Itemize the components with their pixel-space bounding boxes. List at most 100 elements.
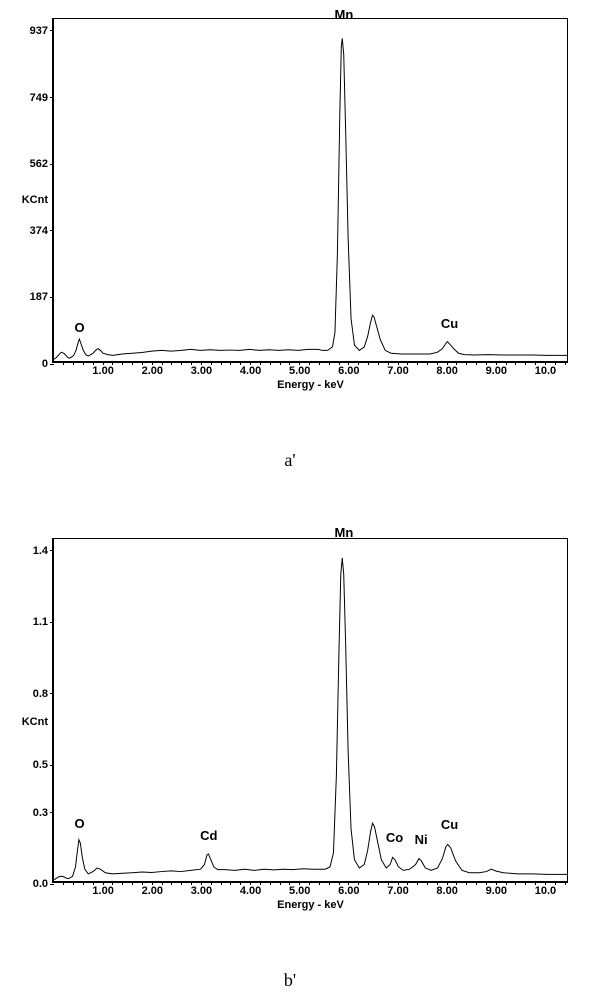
x-tick-label: 5.00: [289, 885, 310, 897]
y-tick: [50, 364, 54, 365]
y-tick: [50, 812, 54, 813]
chart-a-wrapper: 0187374562749937KCnt1.002.003.004.005.00…: [0, 10, 580, 471]
y-tick-label: 374: [30, 225, 48, 237]
x-tick-label: 8.00: [436, 365, 457, 377]
x-tick: [221, 361, 222, 365]
x-tick: [83, 361, 84, 365]
y-minor-tick: [52, 729, 54, 730]
x-tick-label: 7.00: [387, 365, 408, 377]
x-tick: [171, 361, 172, 365]
y-tick-label: 0.8: [33, 688, 48, 700]
x-tick-label: 6.00: [338, 885, 359, 897]
x-tick-label: 4.00: [240, 885, 261, 897]
x-tick: [122, 361, 123, 365]
y-tick-label: 749: [30, 92, 48, 104]
sublabel-b: b': [0, 970, 580, 991]
y-tick: [50, 164, 54, 165]
x-tick: [270, 881, 271, 885]
y-minor-tick: [52, 130, 54, 131]
x-tick: [417, 361, 418, 365]
x-tick: [73, 881, 74, 885]
peak-label-ni: Ni: [415, 832, 428, 847]
x-tick: [476, 361, 477, 365]
y-minor-tick: [52, 197, 54, 198]
y-minor-tick: [52, 330, 54, 331]
chart-b: 0.00.30.50.81.11.4KCnt1.002.003.004.005.…: [0, 530, 580, 930]
spectrum-line: [54, 38, 567, 359]
x-tick-label: 10.0: [535, 365, 556, 377]
y-minor-tick: [52, 848, 54, 849]
y-minor-tick: [52, 64, 54, 65]
x-tick: [122, 881, 123, 885]
x-tick: [417, 881, 418, 885]
x-tick: [319, 881, 320, 885]
y-tick: [50, 550, 54, 551]
peak-label-mn: Mn: [335, 7, 354, 22]
x-tick: [515, 361, 516, 365]
plot-area-b: 0.00.30.50.81.11.4KCnt1.002.003.004.005.…: [52, 538, 568, 883]
x-tick: [466, 881, 467, 885]
y-minor-tick: [52, 264, 54, 265]
y-tick-label: 1.1: [33, 616, 48, 628]
x-tick-label: 4.00: [240, 365, 261, 377]
x-tick-label: 3.00: [191, 885, 212, 897]
x-tick: [270, 361, 271, 365]
chart-b-wrapper: 0.00.30.50.81.11.4KCnt1.002.003.004.005.…: [0, 530, 580, 991]
y-tick-label: 1.4: [33, 545, 48, 557]
peak-label-cu: Cu: [441, 316, 458, 331]
y-tick-label: 562: [30, 158, 48, 170]
y-tick: [50, 30, 54, 31]
x-tick: [319, 361, 320, 365]
y-minor-tick: [52, 788, 54, 789]
x-tick-label: 6.00: [338, 365, 359, 377]
x-tick: [565, 881, 566, 885]
peak-label-co: Co: [386, 830, 403, 845]
x-tick: [132, 881, 133, 885]
x-tick: [476, 881, 477, 885]
chart-a: 0187374562749937KCnt1.002.003.004.005.00…: [0, 10, 580, 410]
y-tick: [50, 693, 54, 694]
spectrum-line: [54, 558, 567, 880]
y-axis-title: KCnt: [22, 194, 48, 206]
x-tick: [171, 881, 172, 885]
x-tick-label: 9.00: [486, 365, 507, 377]
spectrum-a: [54, 19, 567, 361]
x-tick: [515, 881, 516, 885]
peak-label-o: O: [74, 320, 84, 335]
x-tick: [427, 881, 428, 885]
y-tick: [50, 297, 54, 298]
x-axis-title: Energy - keV: [277, 899, 344, 911]
plot-area-a: 0187374562749937KCnt1.002.003.004.005.00…: [52, 18, 568, 363]
x-tick: [221, 881, 222, 885]
y-tick-label: 0.3: [33, 807, 48, 819]
x-tick: [73, 361, 74, 365]
y-tick: [50, 765, 54, 766]
x-tick: [63, 361, 64, 365]
x-tick: [83, 881, 84, 885]
peak-label-cu: Cu: [441, 817, 458, 832]
x-tick-label: 9.00: [486, 885, 507, 897]
x-tick-label: 1.00: [92, 885, 113, 897]
x-tick-label: 7.00: [387, 885, 408, 897]
x-tick-label: 2.00: [142, 365, 163, 377]
x-tick: [378, 361, 379, 365]
x-tick-label: 8.00: [436, 885, 457, 897]
spectrum-b: [54, 539, 567, 881]
x-tick: [427, 361, 428, 365]
x-tick: [466, 361, 467, 365]
y-axis-title: KCnt: [22, 716, 48, 728]
y-minor-tick: [52, 586, 54, 587]
x-tick: [280, 881, 281, 885]
x-tick: [230, 361, 231, 365]
y-tick-label: 0.5: [33, 759, 48, 771]
x-tick: [565, 361, 566, 365]
x-tick: [63, 881, 64, 885]
x-tick-label: 1.00: [92, 365, 113, 377]
y-tick: [50, 230, 54, 231]
y-tick-label: 0: [42, 358, 48, 370]
y-tick-label: 937: [30, 25, 48, 37]
x-tick-label: 5.00: [289, 365, 310, 377]
x-tick: [329, 361, 330, 365]
x-tick-label: 10.0: [535, 885, 556, 897]
x-tick: [378, 881, 379, 885]
